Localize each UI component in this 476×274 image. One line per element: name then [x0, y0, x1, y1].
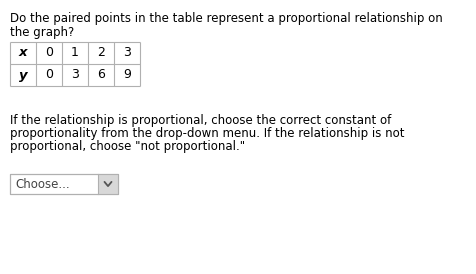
Text: x: x [19, 47, 27, 59]
Text: proportionality from the drop-down menu. If the relationship is not: proportionality from the drop-down menu.… [10, 127, 405, 140]
Text: 0: 0 [45, 68, 53, 81]
Text: y: y [19, 68, 27, 81]
Bar [10, 174, 118, 194]
Text: 9: 9 [123, 68, 131, 81]
Text: If the relationship is proportional, choose the correct constant of: If the relationship is proportional, cho… [10, 114, 391, 127]
Text: 0: 0 [45, 47, 53, 59]
Text: proportional, choose "not proportional.": proportional, choose "not proportional." [10, 140, 245, 153]
Text: 6: 6 [97, 68, 105, 81]
Text: Do the paired points in the table represent a proportional relationship on: Do the paired points in the table repres… [10, 12, 443, 25]
Bar [10, 174, 118, 194]
Text: Choose...: Choose... [15, 178, 69, 190]
Text: 3: 3 [71, 68, 79, 81]
Text: 3: 3 [123, 47, 131, 59]
Text: 2: 2 [97, 47, 105, 59]
Text: the graph?: the graph? [10, 26, 74, 39]
Text: 1: 1 [71, 47, 79, 59]
Bar [98, 174, 118, 194]
